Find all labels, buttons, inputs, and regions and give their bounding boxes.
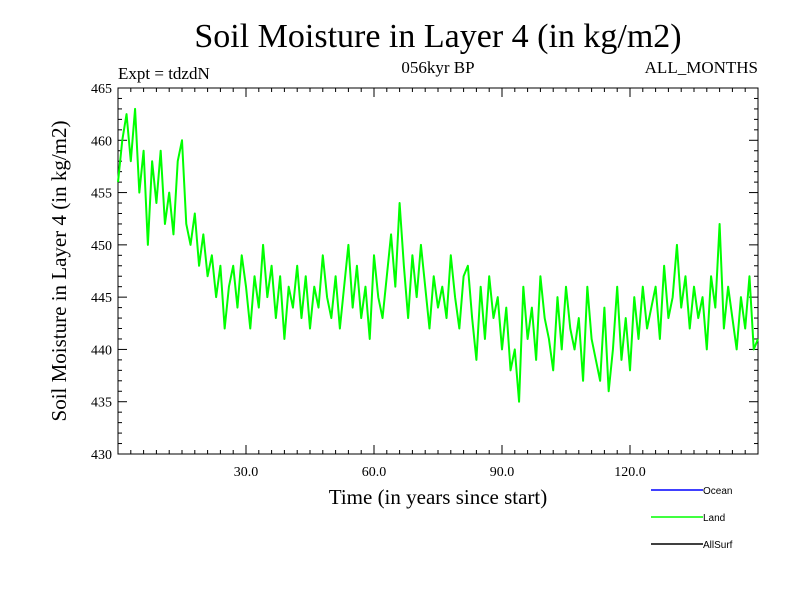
x-tick-label: 120.0 (614, 465, 646, 480)
legend-label-land: Land (703, 513, 725, 524)
y-tick-label: 455 (91, 187, 112, 202)
legend-label-allsurf: AllSurf (703, 540, 733, 551)
x-axis-label: Time (in years since start) (329, 485, 548, 509)
x-tick-label: 60.0 (362, 465, 387, 480)
y-tick-label: 430 (91, 448, 112, 463)
period-label: 056kyr BP (401, 58, 474, 77)
x-tick-label: 30.0 (234, 465, 259, 480)
months-label: ALL_MONTHS (645, 58, 758, 77)
legend-label-ocean: Ocean (703, 486, 732, 497)
y-axis-label: Soil Moisture in Layer 4 (in kg/m2) (47, 121, 71, 422)
y-tick-label: 435 (91, 396, 112, 411)
y-tick-label: 445 (91, 291, 112, 306)
experiment-label: Expt = tdzdN (118, 64, 210, 83)
plot-area: 430 435 440 445 450 455 460 465 30.0 60.0 90.0 120.… (91, 82, 759, 480)
y-tick-label: 450 (91, 239, 112, 254)
series-line-land (117, 107, 759, 403)
y-tick-label: 460 (91, 134, 112, 149)
y-tick-label: 440 (91, 343, 112, 358)
y-tick-label: 465 (91, 82, 112, 97)
chart-title: Soil Moisture in Layer 4 (in kg/m2) (194, 18, 681, 55)
x-tick-label: 90.0 (490, 465, 515, 480)
legend: Ocean Land AllSurf (651, 486, 733, 551)
